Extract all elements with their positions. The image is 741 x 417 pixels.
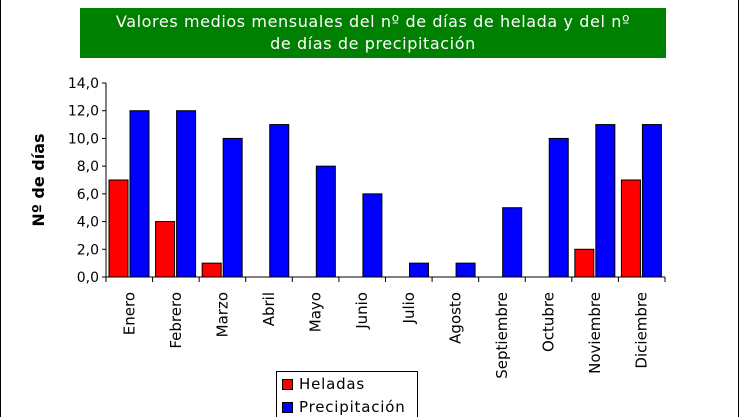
bar-precipitacion — [641, 124, 662, 278]
y-tick-label: 10,0 — [68, 131, 99, 147]
y-tick-label: 2,0 — [77, 242, 99, 258]
y-tick-label: 4,0 — [77, 215, 99, 231]
y-tick-label: 14,0 — [68, 76, 99, 92]
legend-item-precipitacion: Precipitación — [282, 398, 406, 416]
bar-precipitacion — [176, 110, 197, 278]
bar-heladas — [155, 221, 176, 278]
legend-label-precipitacion: Precipitación — [299, 398, 406, 416]
bar-precipitacion — [548, 137, 569, 278]
x-tick-label: Febrero — [167, 292, 185, 349]
x-tick-label: Agosto — [446, 292, 464, 344]
legend-label-heladas: Heladas — [299, 375, 365, 393]
x-tick-label: Julio — [400, 292, 418, 324]
bar-heladas — [201, 262, 222, 278]
x-tick-label: Noviembre — [586, 292, 604, 374]
legend-swatch-precipitacion — [282, 402, 293, 413]
x-tick-label: Septiembre — [493, 292, 511, 379]
legend-swatch-heladas — [282, 379, 293, 390]
y-axis-label: Nº de días — [29, 133, 48, 226]
x-tick-label: Octubre — [540, 292, 558, 352]
legend: Heladas Precipitación — [276, 371, 418, 417]
x-tick-label: Diciembre — [633, 292, 651, 369]
chart-title-line-2: de días de precipitación — [270, 34, 476, 53]
x-tick-label: Junio — [353, 292, 371, 330]
x-tick-label: Enero — [120, 292, 138, 335]
bar-precipitacion — [315, 165, 336, 278]
y-tick-label: 12,0 — [68, 104, 99, 120]
y-tick-label: 8,0 — [77, 159, 99, 175]
y-tick-label: 6,0 — [77, 187, 99, 203]
bar-heladas — [108, 179, 129, 278]
x-tick-label: Mayo — [307, 292, 325, 332]
bar-heladas — [574, 248, 595, 278]
x-tick-label: Marzo — [213, 292, 231, 337]
chart-title-line-1: Valores medios mensuales del nº de días … — [115, 12, 631, 31]
bar-precipitacion — [595, 124, 616, 278]
legend-item-heladas: Heladas — [282, 375, 365, 393]
y-tick-label: 0,0 — [77, 270, 99, 286]
bar-precipitacion — [129, 110, 150, 278]
bar-precipitacion — [455, 262, 476, 278]
bar-heladas — [620, 179, 641, 278]
bar-precipitacion — [362, 193, 383, 278]
x-tick-label: Abril — [260, 292, 278, 326]
bar-precipitacion — [502, 207, 523, 278]
bar-precipitacion — [222, 137, 243, 278]
bar-precipitacion — [269, 124, 290, 278]
chart-title: Valores medios mensuales del nº de días … — [80, 8, 666, 58]
bar-precipitacion — [409, 262, 429, 278]
